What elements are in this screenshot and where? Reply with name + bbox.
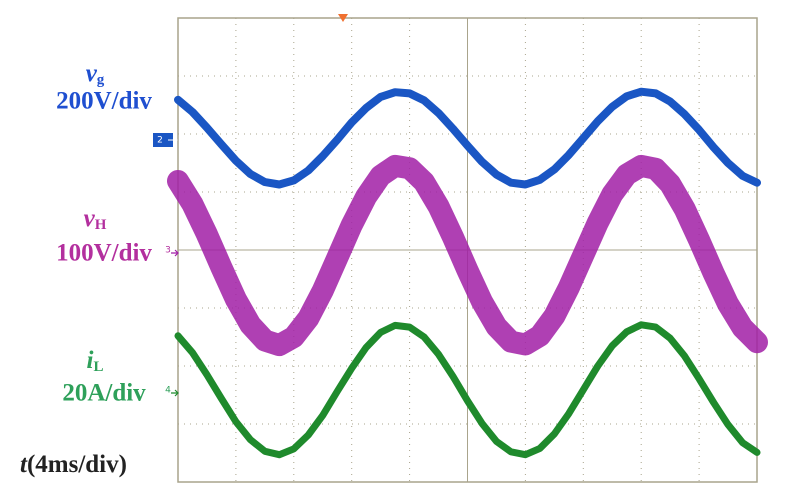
channel-arrow [168,136,178,144]
trace-symbol: v [86,60,98,87]
trigger-marker [338,14,348,22]
trace-scale: 100V/div [56,240,152,267]
time-symbol: t [20,451,28,478]
channel-arrow [171,389,179,397]
trace-subscript: g [97,72,105,88]
trace-symbol: i [87,347,94,374]
trace-name: vg [86,60,105,89]
trace-name: vH [84,205,107,234]
channel-number: 3 [165,246,171,256]
channel-box [153,133,173,147]
trace [167,154,768,357]
trace [174,87,761,189]
trace-subscript: H [95,217,107,233]
trace-subscript: L [93,359,103,375]
trace-scale: 200V/div [56,88,152,115]
channel-arrow [171,249,179,257]
trace [174,321,761,459]
time-scale: t(4ms/div) [20,451,127,478]
channel-number: 4 [165,386,171,396]
trace-name: iL [87,347,104,376]
channel-number: 2 [157,136,163,146]
time-scale-text: (4ms/div) [27,451,127,478]
trace-symbol: v [84,205,96,232]
trace-scale: 20A/div [62,380,146,407]
